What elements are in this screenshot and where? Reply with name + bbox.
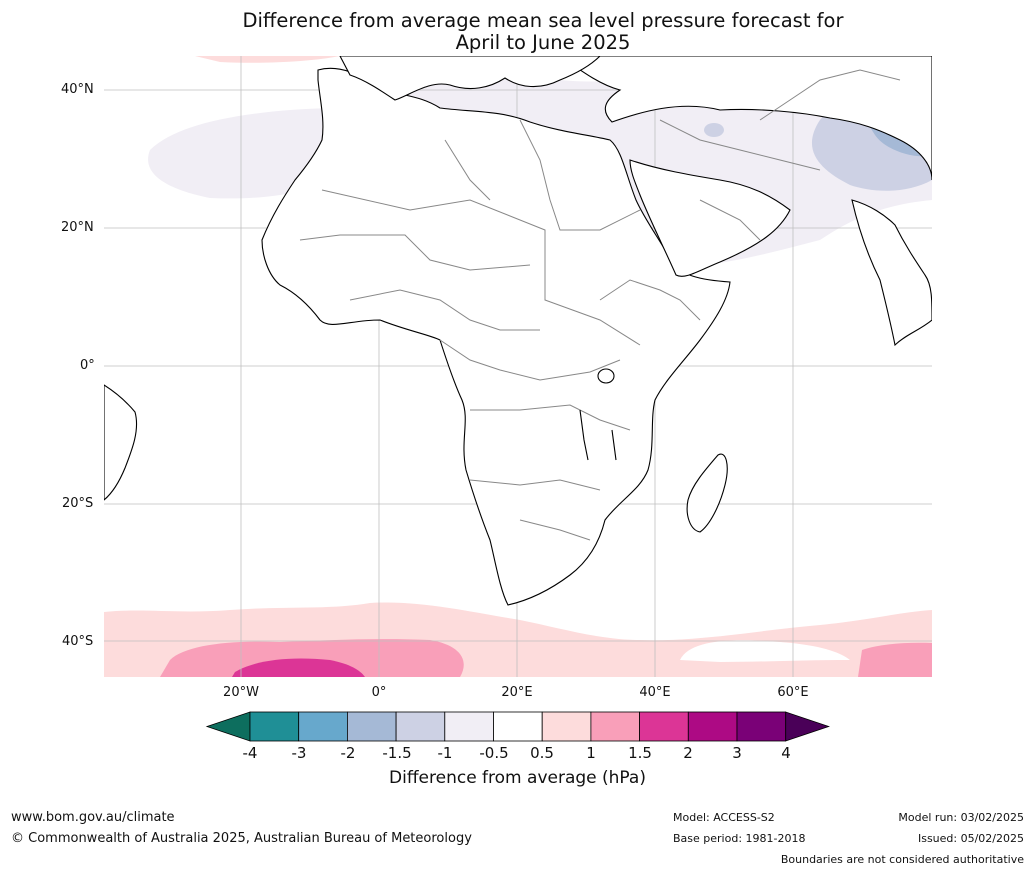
- colorbar: [205, 711, 830, 742]
- colorbar-swatch: [395, 711, 446, 742]
- madagascar: [686, 453, 728, 533]
- colorbar-tick: -2: [340, 744, 356, 762]
- colorbar-tick: 2: [683, 744, 693, 762]
- country-borders: [299, 69, 901, 541]
- colorbar-tick: -1.5: [382, 744, 412, 762]
- footer-model: Model: ACCESS-S2: [673, 811, 775, 824]
- lon-label-20w: 20°W: [223, 685, 259, 700]
- colorbar-label: Difference from average (hPa): [389, 768, 646, 788]
- colorbar-swatch: [249, 711, 300, 742]
- india: [851, 199, 932, 347]
- anomaly-region-positive-mid: [160, 639, 464, 677]
- colorbar-swatch: [346, 711, 397, 742]
- lat-label-40n: 40°N: [61, 82, 94, 97]
- anomaly-region-positive-strong: [232, 658, 365, 677]
- anomaly-spot: [704, 123, 724, 137]
- map-title: Difference from average mean sea level p…: [0, 10, 1035, 54]
- footer-model-run: Model run: 03/02/2025: [898, 811, 1024, 824]
- colorbar-swatch: [687, 711, 738, 742]
- lat-label-20s: 20°S: [62, 496, 94, 511]
- lon-label-40e: 40°E: [639, 685, 671, 700]
- colorbar-swatch: [493, 711, 543, 742]
- colorbar-swatch: [298, 711, 348, 742]
- colorbar-tick: -4: [242, 744, 258, 762]
- colorbar-arrow-high: [785, 711, 830, 742]
- colorbar-tick: -0.5: [479, 744, 509, 762]
- footer-disclaimer: Boundaries are not considered authoritat…: [780, 853, 1024, 866]
- europe-south: [339, 56, 601, 101]
- lat-label-equator: 0°: [80, 358, 95, 373]
- colorbar-swatch: [541, 711, 592, 742]
- anomaly-region-positive-north: [195, 56, 340, 63]
- footer-base-period: Base period: 1981-2018: [673, 832, 806, 845]
- lon-label-20e: 20°E: [501, 685, 533, 700]
- arabia-middle-east: [559, 56, 932, 277]
- colorbar-tick: 3: [732, 744, 742, 762]
- colorbar-tick: 4: [781, 744, 791, 762]
- lon-label-0: 0°: [371, 685, 387, 700]
- lat-label-40s: 40°S: [62, 634, 94, 649]
- colorbar-arrow-low: [205, 711, 251, 742]
- colorbar-tick: 0.5: [530, 744, 554, 762]
- title-line-2: April to June 2025: [455, 31, 631, 54]
- anomaly-cutout: [680, 640, 850, 662]
- title-line-1: Difference from average mean sea level p…: [242, 9, 844, 32]
- footer-copyright: © Commonwealth of Australia 2025, Austra…: [11, 831, 472, 846]
- lon-label-60e: 60°E: [777, 685, 809, 700]
- colorbar-swatch: [639, 711, 689, 742]
- colorbar-tick: -3: [291, 744, 307, 762]
- lakes: [579, 368, 617, 461]
- colorbar-tick: -1: [437, 744, 453, 762]
- anomaly-region-positive-mid-east: [858, 642, 932, 677]
- colorbar-swatch: [590, 711, 641, 742]
- lat-label-20n: 20°N: [61, 220, 94, 235]
- footer-issued: Issued: 05/02/2025: [917, 832, 1024, 845]
- map-plot-area: [104, 56, 932, 677]
- colorbar-swatch: [736, 711, 787, 742]
- south-america-tip: [104, 384, 138, 501]
- colorbar-swatch: [444, 711, 494, 742]
- footer-website: www.bom.gov.au/climate: [11, 810, 175, 825]
- colorbar-tick: 1: [586, 744, 596, 762]
- colorbar-tick: 1.5: [628, 744, 652, 762]
